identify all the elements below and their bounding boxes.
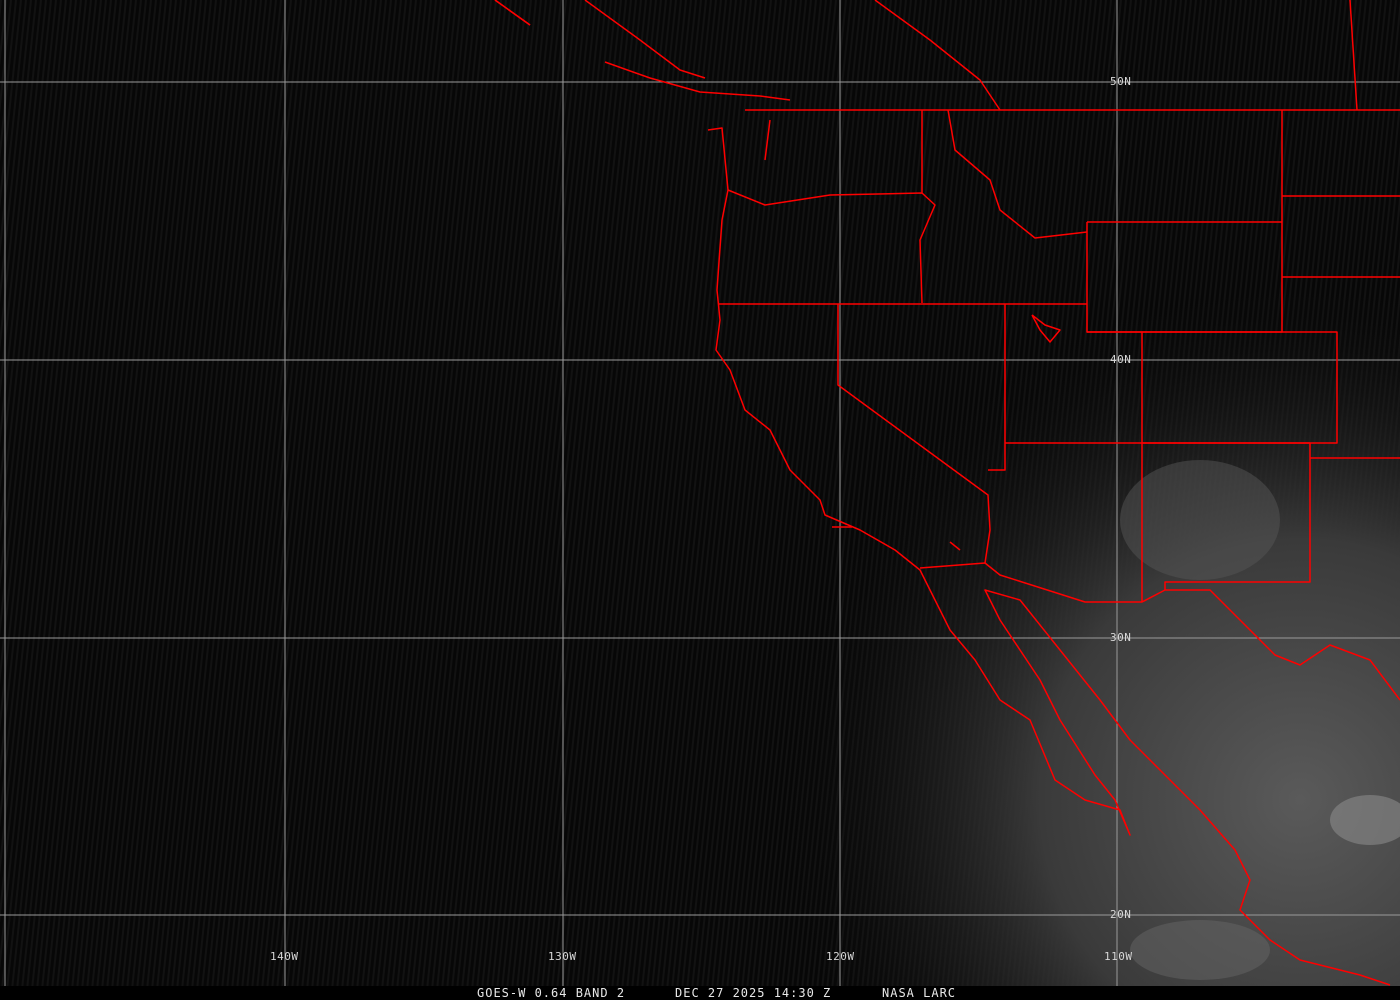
great-salt-lake xyxy=(1031,314,1061,343)
lat-label-50n: 50N xyxy=(1110,75,1132,88)
ut-border xyxy=(1005,331,1143,444)
cloud-patch xyxy=(1130,920,1270,980)
ca-nv-border xyxy=(837,304,991,564)
bright-cloud xyxy=(1330,795,1400,845)
id-mt-border xyxy=(947,109,1088,239)
caption-product: GOES-W 0.64 BAND 2 xyxy=(477,986,626,1000)
cloud-patch xyxy=(1120,460,1280,580)
caption-datetime: DEC 27 2025 14:30 Z xyxy=(675,986,832,1000)
canada-province-border xyxy=(1349,0,1358,111)
lat-label-20n: 20N xyxy=(1110,908,1132,921)
coastline-bc xyxy=(494,0,791,161)
coastline-pacific xyxy=(707,127,1391,986)
salton-sea xyxy=(949,541,961,551)
borders xyxy=(494,0,1400,986)
nv-ut-border xyxy=(988,304,1006,471)
bc-alberta-border xyxy=(874,0,1001,111)
lon-label-140w: 140W xyxy=(270,950,299,963)
lon-label-110w: 110W xyxy=(1104,950,1133,963)
caption-source: NASA LARC xyxy=(882,986,957,1000)
nm-border xyxy=(1142,442,1311,590)
lon-label-130w: 130W xyxy=(548,950,577,963)
image-caption-bar: GOES-W 0.64 BAND 2 DEC 27 2025 14:30 Z N… xyxy=(0,986,1400,1000)
us-mexico-border xyxy=(919,562,1400,701)
lat-label-30n: 30N xyxy=(1110,631,1132,644)
lat-label-40n: 40N xyxy=(1110,353,1132,366)
lon-label-120w: 120W xyxy=(826,950,855,963)
